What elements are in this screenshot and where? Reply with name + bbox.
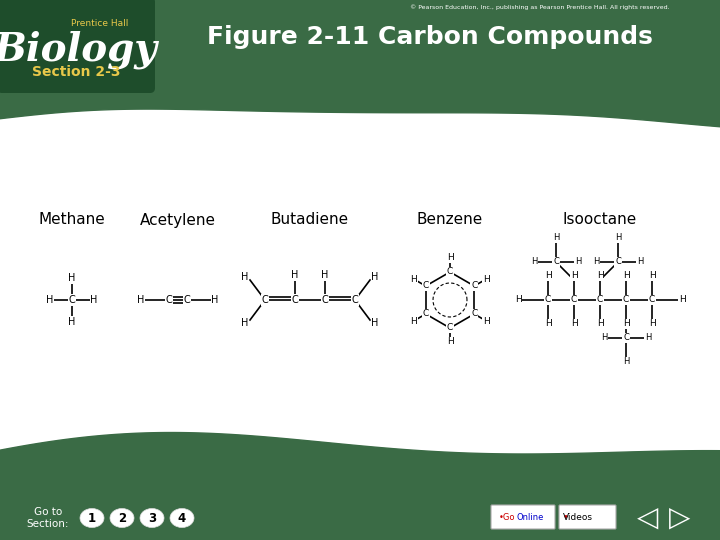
Text: C: C <box>597 295 603 305</box>
Text: H: H <box>68 273 76 283</box>
Text: Methane: Methane <box>39 213 105 227</box>
Text: H: H <box>46 295 54 305</box>
Text: H: H <box>571 272 577 280</box>
Text: H: H <box>679 295 685 305</box>
Text: ▷: ▷ <box>670 504 690 532</box>
Text: H: H <box>597 272 603 280</box>
Text: 1: 1 <box>88 511 96 524</box>
Text: © Pearson Education, Inc., publishing as Pearson Prentice Hall. All rights reser: © Pearson Education, Inc., publishing as… <box>410 4 670 10</box>
Text: C: C <box>351 295 359 305</box>
Text: H: H <box>410 274 417 284</box>
Text: Benzene: Benzene <box>417 213 483 227</box>
Polygon shape <box>0 0 720 127</box>
Text: H: H <box>241 318 248 328</box>
Text: •: • <box>562 512 568 522</box>
Text: Figure 2-11 Carbon Compounds: Figure 2-11 Carbon Compounds <box>207 25 653 49</box>
Text: H: H <box>593 258 599 267</box>
Ellipse shape <box>140 509 164 528</box>
Text: Biology: Biology <box>0 31 158 69</box>
Text: H: H <box>649 320 655 328</box>
Text: H: H <box>597 320 603 328</box>
Text: C: C <box>623 295 629 305</box>
Text: Videos: Videos <box>563 512 593 522</box>
Text: C: C <box>471 281 477 291</box>
Text: C: C <box>615 258 621 267</box>
Text: H: H <box>446 338 454 347</box>
Text: H: H <box>571 320 577 328</box>
Text: Go to
Section:: Go to Section: <box>27 507 69 529</box>
Text: H: H <box>575 258 581 267</box>
Text: H: H <box>138 295 145 305</box>
Text: Section 2-3: Section 2-3 <box>32 65 120 79</box>
Text: C: C <box>68 295 76 305</box>
Text: C: C <box>447 267 453 276</box>
Text: Online: Online <box>516 512 544 522</box>
Text: 2: 2 <box>118 511 126 524</box>
Text: H: H <box>292 270 299 280</box>
Polygon shape <box>0 433 720 540</box>
Text: H: H <box>211 295 219 305</box>
Text: H: H <box>649 272 655 280</box>
Text: C: C <box>184 295 190 305</box>
Text: C: C <box>545 295 551 305</box>
Text: C: C <box>623 334 629 342</box>
Text: Isooctane: Isooctane <box>563 213 637 227</box>
Text: H: H <box>372 272 379 282</box>
Text: H: H <box>515 295 521 305</box>
Text: 4: 4 <box>178 511 186 524</box>
Text: C: C <box>261 295 269 305</box>
Text: C: C <box>292 295 298 305</box>
FancyBboxPatch shape <box>0 0 155 93</box>
Text: H: H <box>483 316 490 326</box>
Text: H: H <box>68 317 76 327</box>
Text: H: H <box>321 270 329 280</box>
Text: H: H <box>446 253 454 262</box>
Text: H: H <box>544 320 552 328</box>
Text: H: H <box>645 334 651 342</box>
Text: H: H <box>372 318 379 328</box>
Text: 3: 3 <box>148 511 156 524</box>
Text: H: H <box>615 233 621 242</box>
Text: C: C <box>571 295 577 305</box>
Text: H: H <box>410 316 417 326</box>
Text: C: C <box>423 281 429 291</box>
Text: C: C <box>423 309 429 319</box>
Text: H: H <box>623 357 629 367</box>
Text: C: C <box>649 295 655 305</box>
Ellipse shape <box>170 509 194 528</box>
Text: H: H <box>623 320 629 328</box>
Ellipse shape <box>110 509 134 528</box>
FancyBboxPatch shape <box>559 505 616 529</box>
Text: C: C <box>322 295 328 305</box>
Ellipse shape <box>80 509 104 528</box>
Text: H: H <box>553 233 559 242</box>
Text: C: C <box>471 309 477 319</box>
Text: H: H <box>636 258 643 267</box>
Text: H: H <box>90 295 98 305</box>
FancyBboxPatch shape <box>491 505 555 529</box>
Text: C: C <box>553 258 559 267</box>
Text: Butadiene: Butadiene <box>271 213 349 227</box>
Text: H: H <box>544 272 552 280</box>
Text: H: H <box>483 274 490 284</box>
Text: H: H <box>600 334 607 342</box>
Text: Acetylene: Acetylene <box>140 213 216 227</box>
Text: H: H <box>531 258 537 267</box>
Text: •Go: •Go <box>499 512 516 522</box>
Text: H: H <box>241 272 248 282</box>
Text: Prentice Hall: Prentice Hall <box>71 19 129 29</box>
Text: H: H <box>623 272 629 280</box>
Text: C: C <box>447 323 453 333</box>
Text: C: C <box>166 295 172 305</box>
Text: ◁: ◁ <box>637 504 659 532</box>
